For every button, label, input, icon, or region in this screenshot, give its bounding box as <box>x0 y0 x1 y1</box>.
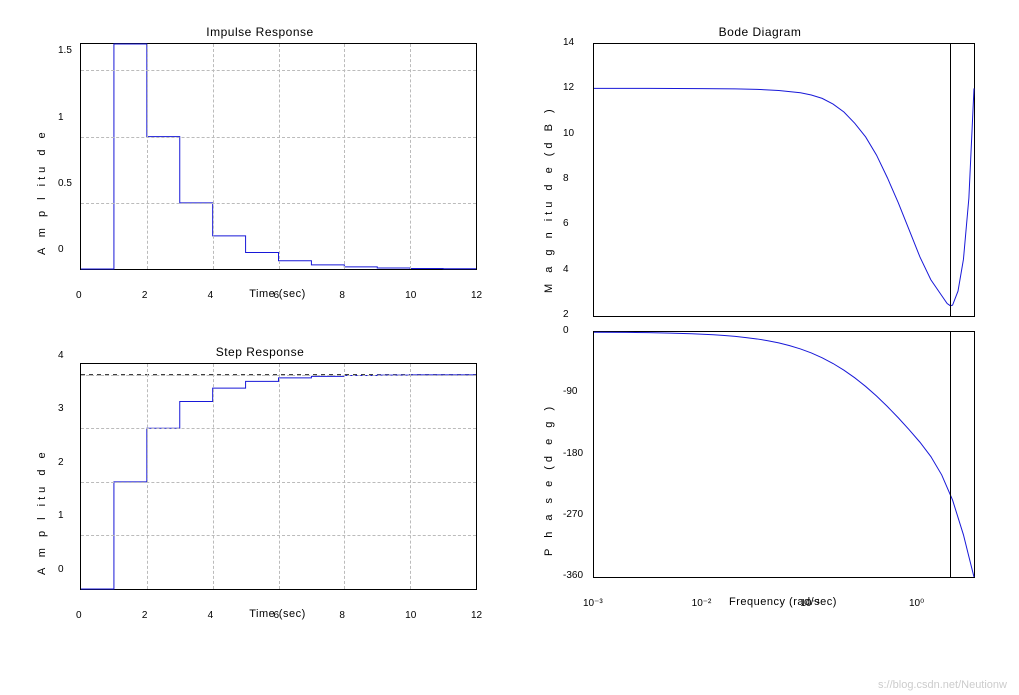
xtick: 6 <box>274 610 280 621</box>
xtick: 10 <box>405 610 416 621</box>
chart-title: Step Response <box>40 345 480 359</box>
chart-title: Impulse Response <box>40 25 480 39</box>
gridline <box>147 44 148 269</box>
ytick: 4 <box>563 264 569 275</box>
xtick: 4 <box>208 290 214 301</box>
gridline <box>410 364 411 589</box>
xtick: 6 <box>274 290 280 301</box>
ytick: 4 <box>58 350 64 361</box>
gridline <box>344 44 345 269</box>
ytick: 0.5 <box>58 178 72 189</box>
watermark: s://blog.csdn.net/Neutionw <box>878 679 1007 691</box>
ytick: 1 <box>58 510 64 521</box>
xtick: 0 <box>76 290 82 301</box>
xtick: 8 <box>339 290 345 301</box>
step-ylabel: A m p l itu d e <box>36 448 48 575</box>
step-chart: Step Response A m p l itu d e 024681012 … <box>40 345 480 655</box>
figure-canvas: Impulse Response A m p l itu d e 0246810… <box>0 0 1019 695</box>
impulse-axes <box>80 43 477 270</box>
ytick: -360 <box>563 570 583 581</box>
xtick: 10 <box>405 290 416 301</box>
bode-phase-trace <box>594 332 974 577</box>
impulse-chart: Impulse Response A m p l itu d e 0246810… <box>40 25 480 325</box>
xtick: 2 <box>142 290 148 301</box>
ytick: 12 <box>563 82 574 93</box>
bode-mag-axes <box>593 43 975 317</box>
ytick: -90 <box>563 386 577 397</box>
bode-phase-axes <box>593 331 975 578</box>
xtick: 12 <box>471 610 482 621</box>
ytick: 3 <box>58 403 64 414</box>
gridline <box>344 364 345 589</box>
impulse-ylabel: A m p l itu d e <box>36 128 48 255</box>
ytick: 0 <box>563 325 569 336</box>
gridline <box>213 364 214 589</box>
gridline <box>147 364 148 589</box>
xtick: 2 <box>142 610 148 621</box>
xtick: 4 <box>208 610 214 621</box>
ytick: 2 <box>58 457 64 468</box>
bode-phase-ylabel: P h a s e (d e g ) <box>543 403 555 556</box>
right-column: Bode Diagram M a g n itu d e (d B ) 2 4 6 8… <box>535 25 985 665</box>
xtick: 0 <box>76 610 82 621</box>
ytick: 0 <box>58 564 64 575</box>
xtick: 8 <box>339 610 345 621</box>
bode-mag-ylabel: M a g n itu d e (d B ) <box>543 105 555 293</box>
bode-mag-chart: M a g n itu d e (d B ) 2468101214 <box>535 43 985 323</box>
nyquist-marker <box>950 44 951 316</box>
chart-title: Bode Diagram <box>535 25 985 39</box>
ytick: -270 <box>563 509 583 520</box>
gridline <box>410 44 411 269</box>
left-column: Impulse Response A m p l itu d e 0246810… <box>40 25 480 665</box>
xtick: 10⁻² <box>692 598 712 609</box>
ytick: 2 <box>563 309 569 320</box>
ytick: 1.5 <box>58 45 72 56</box>
bode-mag-trace <box>594 44 974 316</box>
nyquist-marker <box>950 332 951 577</box>
ytick: 0 <box>58 244 64 255</box>
gridline <box>279 364 280 589</box>
ytick: -180 <box>563 448 583 459</box>
xtick: 12 <box>471 290 482 301</box>
xtick: 10⁻³ <box>583 598 603 609</box>
bode-phase-chart: P h a s e (d e g ) 10⁻³10⁻²10⁻¹10⁰ Frequ… <box>535 331 985 591</box>
ytick: 8 <box>563 173 569 184</box>
step-axes <box>80 363 477 590</box>
ytick: 14 <box>563 37 574 48</box>
gridline <box>213 44 214 269</box>
ytick: 10 <box>563 128 574 139</box>
ytick: 6 <box>563 218 569 229</box>
ytick: 1 <box>58 112 64 123</box>
xtick: 10⁻¹ <box>800 598 820 609</box>
gridline <box>279 44 280 269</box>
xtick: 10⁰ <box>909 598 924 609</box>
